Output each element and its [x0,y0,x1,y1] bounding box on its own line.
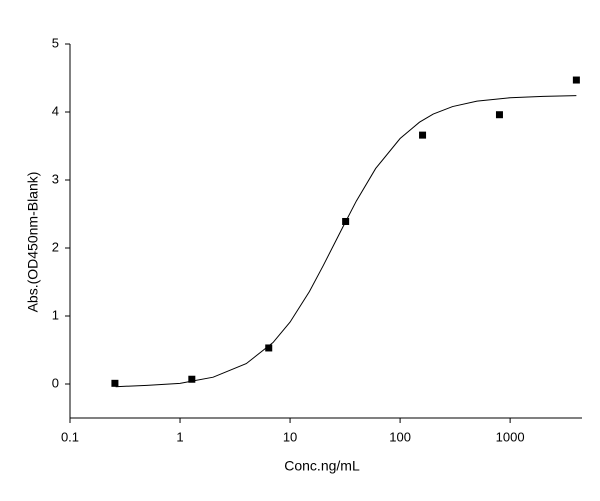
x-tick-label: 1000 [496,429,525,444]
x-tick-label: 100 [389,429,411,444]
x-tick-label: 1 [176,429,183,444]
y-tick-label: 2 [52,239,59,254]
x-tick-label: 0.1 [61,429,79,444]
data-point [188,375,196,383]
data-point [495,111,503,119]
data-point [111,379,119,387]
y-axis-title: Abs.(OD450nm-Blank) [25,172,41,313]
fit-curve [115,95,577,388]
y-tick-label: 5 [52,35,59,50]
data-point [419,131,427,139]
x-axis-title: Conc.ng/mL [284,458,360,474]
data-point [572,76,580,84]
y-tick-label: 0 [52,375,59,390]
x-tick-label: 10 [283,429,297,444]
data-point [265,344,273,352]
y-tick-label: 4 [52,103,59,118]
y-tick-label: 1 [52,307,59,322]
y-tick-label: 3 [52,171,59,186]
